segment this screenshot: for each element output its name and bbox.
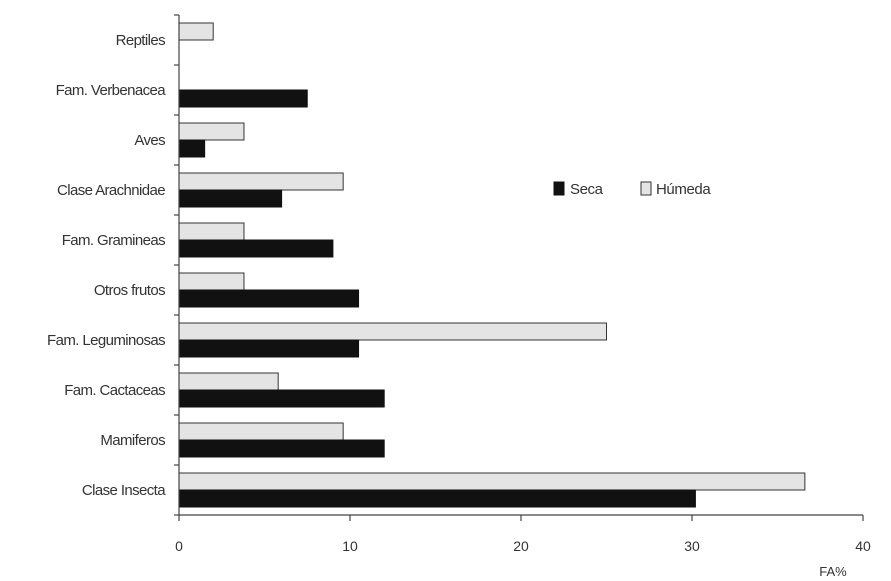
bar-seca-clase-insecta bbox=[178, 489, 696, 508]
bar-humeda-mamiferos bbox=[178, 422, 344, 441]
category-label-fam-leguminosas: Fam. Leguminosas bbox=[47, 332, 165, 349]
bar-humeda-reptiles bbox=[178, 22, 214, 41]
bar-seca-fam-cactaceas bbox=[178, 389, 385, 408]
category-label-reptiles: Reptiles bbox=[116, 32, 165, 49]
category-label-fam-gramineas: Fam. Gramineas bbox=[62, 232, 165, 249]
legend-swatch-humeda bbox=[640, 181, 652, 196]
x-axis-title: FA% bbox=[819, 564, 847, 579]
x-tick-label: 20 bbox=[513, 538, 529, 554]
category-label-otros-frutos: Otros frutos bbox=[94, 282, 165, 299]
category-label-mamiferos: Mamiferos bbox=[100, 432, 165, 449]
bar-humeda-fam-leguminosas bbox=[178, 322, 607, 341]
bar-seca-otros-frutos bbox=[178, 289, 360, 308]
legend: Seca Húmeda bbox=[553, 181, 712, 198]
x-axis-ticks: 0 10 20 30 40 bbox=[175, 515, 871, 554]
legend-label-humeda: Húmeda bbox=[656, 181, 711, 198]
bar-seca-fam-gramineas bbox=[178, 239, 334, 258]
bar-seca-clase-arachnidae bbox=[178, 189, 283, 208]
x-tick-label: 0 bbox=[175, 538, 183, 554]
bar-seca-fam-leguminosas bbox=[178, 339, 360, 358]
x-tick-label: 10 bbox=[342, 538, 358, 554]
bar-humeda-fam-gramineas bbox=[178, 222, 245, 241]
category-label-clase-arachnidae: Clase Arachnidae bbox=[57, 182, 165, 199]
bar-seca-fam-verbenacea bbox=[178, 89, 308, 108]
bar-seca-mamiferos bbox=[178, 439, 385, 458]
x-tick-label: 40 bbox=[855, 538, 871, 554]
plot-area bbox=[178, 22, 806, 508]
bar-humeda-otros-frutos bbox=[178, 272, 245, 291]
category-label-clase-insecta: Clase Insecta bbox=[82, 482, 166, 499]
x-tick-label: 30 bbox=[684, 538, 700, 554]
bar-seca-aves bbox=[178, 139, 206, 158]
bar-humeda-fam-cactaceas bbox=[178, 372, 279, 391]
bar-humeda-aves bbox=[178, 122, 245, 141]
category-label-aves: Aves bbox=[134, 132, 165, 149]
legend-swatch-seca bbox=[553, 181, 565, 196]
bar-humeda-clase-arachnidae bbox=[178, 172, 344, 191]
category-labels: Reptiles Fam. Verbenacea Aves Clase Arachni… bbox=[47, 14, 179, 516]
bar-humeda-clase-insecta bbox=[178, 472, 806, 491]
category-label-fam-verbenacea: Fam. Verbenacea bbox=[56, 82, 167, 99]
category-label-fam-cactaceas: Fam. Cactaceas bbox=[64, 382, 165, 399]
legend-label-seca: Seca bbox=[570, 181, 604, 198]
